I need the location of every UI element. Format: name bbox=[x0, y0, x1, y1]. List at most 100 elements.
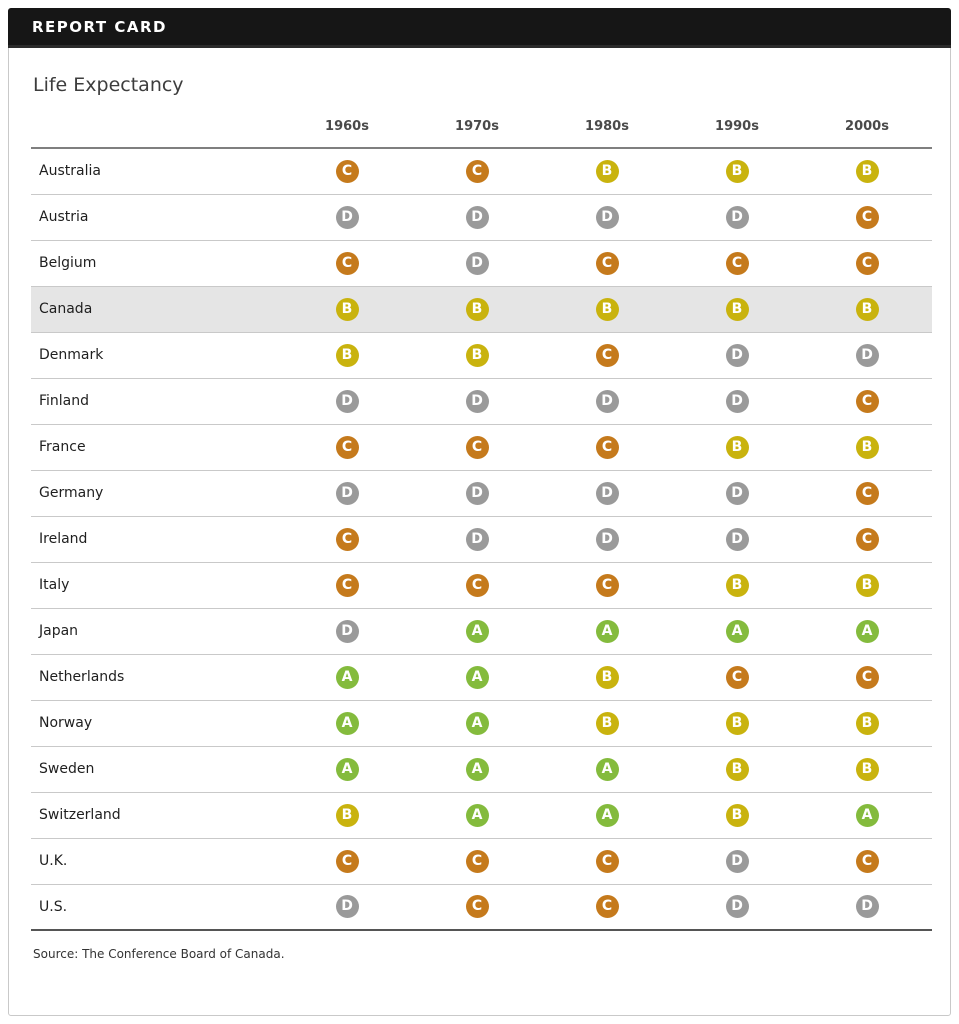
grade-badge-b: B bbox=[335, 343, 359, 367]
grade-cell: B bbox=[412, 332, 542, 378]
grade-cell: B bbox=[282, 332, 412, 378]
grade-badge-d: D bbox=[725, 343, 749, 367]
grade-badge-b: B bbox=[595, 297, 619, 321]
table-row: Belgium C D C C C bbox=[31, 240, 932, 286]
column-header-1960s: 1960s bbox=[325, 118, 369, 134]
grade-cell: D bbox=[282, 194, 412, 240]
grade-badge-d: D bbox=[595, 205, 619, 229]
grade-badge-a: A bbox=[465, 711, 489, 735]
source-note: Source: The Conference Board of Canada. bbox=[33, 947, 285, 961]
grade-badge-d: D bbox=[335, 389, 359, 413]
grade-cell: B bbox=[672, 148, 802, 194]
grade-cell: B bbox=[412, 286, 542, 332]
grade-badge-d: D bbox=[465, 481, 489, 505]
grade-badge-a: A bbox=[335, 757, 359, 781]
grade-badge-b: B bbox=[855, 573, 879, 597]
grade-cell: B bbox=[802, 286, 932, 332]
grade-cell: A bbox=[282, 746, 412, 792]
country-column-header-spacer bbox=[31, 110, 282, 148]
grade-badge-b: B bbox=[725, 757, 749, 781]
grade-badge-c: C bbox=[855, 665, 879, 689]
grade-cell: B bbox=[672, 792, 802, 838]
grade-badge-d: D bbox=[335, 895, 359, 919]
grade-cell: B bbox=[802, 148, 932, 194]
grade-badge-c: C bbox=[465, 849, 489, 873]
grade-cell: D bbox=[672, 470, 802, 516]
grade-cell: C bbox=[802, 470, 932, 516]
grade-badge-d: D bbox=[725, 481, 749, 505]
grade-badge-a: A bbox=[725, 619, 749, 643]
grade-badge-b: B bbox=[725, 711, 749, 735]
grade-cell: D bbox=[672, 332, 802, 378]
grade-badge-b: B bbox=[855, 711, 879, 735]
column-header-1970s: 1970s bbox=[455, 118, 499, 134]
grade-badge-d: D bbox=[725, 205, 749, 229]
grade-badge-d: D bbox=[725, 527, 749, 551]
grade-badge-a: A bbox=[465, 665, 489, 689]
grade-badge-c: C bbox=[855, 481, 879, 505]
grade-cell: C bbox=[542, 562, 672, 608]
grade-badge-a: A bbox=[465, 803, 489, 827]
grade-cell: D bbox=[672, 838, 802, 884]
grade-badge-a: A bbox=[595, 619, 619, 643]
country-label: Canada bbox=[39, 301, 93, 317]
grade-badge-a: A bbox=[855, 803, 879, 827]
grade-badge-d: D bbox=[855, 343, 879, 367]
grade-badge-b: B bbox=[725, 159, 749, 183]
grade-badge-a: A bbox=[595, 803, 619, 827]
grade-badge-b: B bbox=[725, 573, 749, 597]
grade-badge-a: A bbox=[465, 619, 489, 643]
grade-badge-d: D bbox=[595, 527, 619, 551]
grade-cell: B bbox=[802, 424, 932, 470]
column-header-2000s: 2000s bbox=[845, 118, 889, 134]
grade-cell: D bbox=[282, 608, 412, 654]
grade-cell: C bbox=[542, 332, 672, 378]
grade-badge-d: D bbox=[335, 619, 359, 643]
country-label: U.S. bbox=[39, 898, 68, 915]
grade-cell: C bbox=[412, 884, 542, 930]
table-row: Ireland C D D D C bbox=[31, 516, 932, 562]
table-row: Italy C C C B B bbox=[31, 562, 932, 608]
grade-badge-c: C bbox=[335, 251, 359, 275]
grade-cell: D bbox=[802, 332, 932, 378]
grade-cell: B bbox=[802, 746, 932, 792]
country-label: U.K. bbox=[39, 853, 68, 869]
grade-cell: B bbox=[672, 286, 802, 332]
table-row: Norway A A B B B bbox=[31, 700, 932, 746]
table-row: Germany D D D D C bbox=[31, 470, 932, 516]
grade-cell: D bbox=[542, 516, 672, 562]
grade-cell: A bbox=[542, 792, 672, 838]
grade-cell: D bbox=[542, 378, 672, 424]
grade-cell: A bbox=[412, 700, 542, 746]
country-label: Germany bbox=[39, 485, 104, 501]
grade-cell: A bbox=[412, 608, 542, 654]
grade-badge-b: B bbox=[855, 159, 879, 183]
grade-cell: C bbox=[802, 194, 932, 240]
grade-cell: A bbox=[672, 608, 802, 654]
country-label: France bbox=[39, 439, 86, 455]
grade-badge-b: B bbox=[855, 757, 879, 781]
grade-cell: D bbox=[672, 884, 802, 930]
grade-badge-a: A bbox=[595, 757, 619, 781]
grade-badge-c: C bbox=[855, 251, 879, 275]
grade-badge-c: C bbox=[855, 389, 879, 413]
grade-badge-d: D bbox=[465, 205, 489, 229]
country-label: Japan bbox=[39, 623, 79, 639]
grade-badge-b: B bbox=[725, 435, 749, 459]
grade-badge-d: D bbox=[725, 895, 749, 919]
grade-cell: C bbox=[282, 562, 412, 608]
grade-badge-d: D bbox=[725, 389, 749, 413]
grade-badge-c: C bbox=[335, 573, 359, 597]
grade-badge-d: D bbox=[335, 205, 359, 229]
grade-cell: B bbox=[542, 654, 672, 700]
grade-cell: B bbox=[672, 700, 802, 746]
chart-title: Life Expectancy bbox=[33, 74, 184, 96]
table-row: Sweden A A A B B bbox=[31, 746, 932, 792]
grade-badge-c: C bbox=[335, 527, 359, 551]
grade-badge-c: C bbox=[465, 895, 489, 919]
grade-cell: C bbox=[672, 654, 802, 700]
grade-cell: D bbox=[282, 378, 412, 424]
grade-cell: C bbox=[542, 884, 672, 930]
grade-cell: B bbox=[672, 424, 802, 470]
report-card-header-bar: REPORT CARD bbox=[8, 8, 951, 48]
